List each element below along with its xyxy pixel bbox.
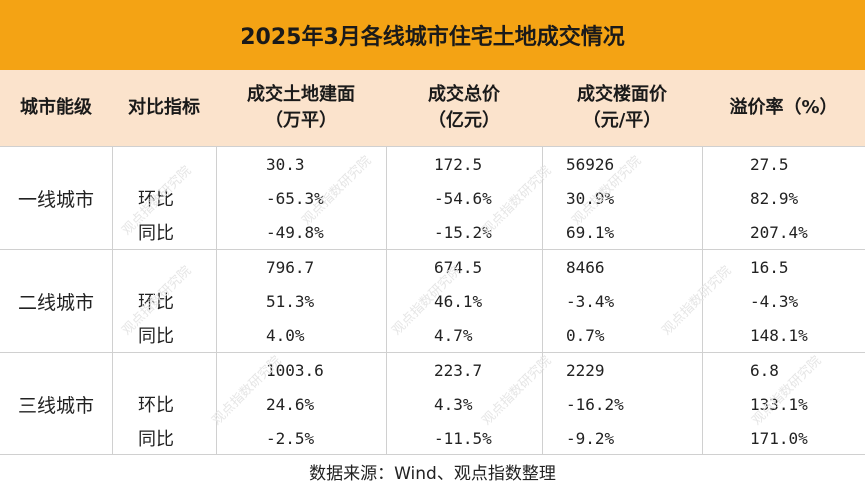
total-cell: -15.2% (434, 222, 492, 242)
header-price-line1: 成交楼面价 (577, 84, 667, 105)
city-level-label: 三线城市 (17, 394, 94, 417)
table-row: 同比 -49.8% -15.2% 69.1% 207.4% (112, 215, 865, 249)
city-group: 一线城市 30.3 172.5 56926 27.5 环比 -65.3% -54.6% 30.9… (0, 146, 865, 249)
table-row: 环比 24.6% 4.3% -16.2% 133.1% (112, 387, 865, 421)
header-price-line2: （元/平） (582, 110, 662, 131)
metric-cell: 同比 (138, 223, 174, 244)
premium-cell: 133.1% (750, 394, 808, 414)
header-metric: 对比指标 (128, 97, 200, 118)
source-note: 数据来源：Wind、观点指数整理 (0, 454, 865, 488)
metric-cell: 同比 (138, 326, 174, 347)
price-cell: 69.1% (566, 222, 615, 242)
area-cell: 796.7 (266, 257, 315, 277)
header-premium: 溢价率（%） (729, 97, 838, 118)
area-cell: 24.6% (266, 394, 315, 414)
area-cell: 51.3% (266, 291, 315, 311)
total-cell: 674.5 (434, 257, 483, 277)
area-cell: 4.0% (266, 325, 305, 345)
city-level-label: 二线城市 (17, 291, 94, 314)
table-row: 1003.6 223.7 2229 6.8 (112, 353, 865, 387)
metric-cell: 同比 (138, 429, 174, 450)
premium-cell: 171.0% (750, 428, 808, 448)
price-cell: 56926 (566, 154, 615, 174)
table-row: 796.7 674.5 8466 16.5 (112, 250, 865, 284)
table-row: 环比 -65.3% -54.6% 30.9% 82.9% (112, 181, 865, 215)
price-cell: -16.2% (566, 394, 624, 414)
table-row: 环比 51.3% 46.1% -3.4% -4.3% (112, 284, 865, 318)
price-cell: 30.9% (566, 188, 615, 208)
city-group: 二线城市 796.7 674.5 8466 16.5 环比 51.3% 46.1% -3.4% -… (0, 249, 865, 352)
total-cell: 46.1% (434, 291, 483, 311)
column-divider (542, 146, 543, 454)
header-total-line2: （亿元） (428, 110, 500, 131)
total-cell: -11.5% (434, 428, 492, 448)
total-cell: -54.6% (434, 188, 492, 208)
header-area-line1: 成交土地建面 (247, 84, 355, 105)
area-cell: 1003.6 (266, 360, 324, 380)
price-cell: 0.7% (566, 325, 605, 345)
area-cell: -49.8% (266, 222, 324, 242)
metric-cell (112, 250, 216, 284)
premium-cell: 148.1% (750, 325, 808, 345)
table-title: 2025年3月各线城市住宅土地成交情况 (0, 0, 865, 70)
premium-cell: 207.4% (750, 222, 808, 242)
metric-cell: 环比 (138, 189, 174, 210)
header-area: 成交土地建面 （万平） (216, 70, 386, 146)
table-header: 城市能级 对比指标 成交土地建面 （万平） 成交总价 （亿元） 成交楼面价 （元… (0, 70, 865, 146)
metric-cell: 环比 (138, 395, 174, 416)
area-cell: 30.3 (266, 154, 305, 174)
city-level-label: 一线城市 (17, 188, 94, 211)
header-price: 成交楼面价 （元/平） (542, 70, 702, 146)
total-cell: 223.7 (434, 360, 483, 380)
premium-cell: 27.5 (750, 154, 789, 174)
price-cell: 2229 (566, 360, 605, 380)
area-cell: -65.3% (266, 188, 324, 208)
premium-cell: -4.3% (750, 291, 799, 311)
premium-cell: 6.8 (750, 360, 779, 380)
header-total: 成交总价 （亿元） (386, 70, 542, 146)
total-cell: 4.3% (434, 394, 473, 414)
table-row: 同比 4.0% 4.7% 0.7% 148.1% (112, 318, 865, 352)
total-cell: 4.7% (434, 325, 473, 345)
premium-cell: 16.5 (750, 257, 789, 277)
header-total-line1: 成交总价 (428, 84, 500, 105)
price-cell: -9.2% (566, 428, 615, 448)
column-divider (386, 146, 387, 454)
metric-cell (112, 353, 216, 387)
city-group: 三线城市 1003.6 223.7 2229 6.8 环比 24.6% 4.3% -16.2% 1… (0, 352, 865, 455)
price-cell: -3.4% (566, 291, 615, 311)
metric-cell (112, 147, 216, 181)
total-cell: 172.5 (434, 154, 483, 174)
header-area-line2: （万平） (265, 110, 337, 131)
price-cell: 8466 (566, 257, 605, 277)
premium-cell: 82.9% (750, 188, 799, 208)
metric-cell: 环比 (138, 292, 174, 313)
column-divider (216, 146, 217, 454)
column-divider (112, 146, 113, 454)
header-city-level: 城市能级 (20, 97, 92, 118)
table-row: 同比 -2.5% -11.5% -9.2% 171.0% (112, 421, 865, 455)
table-row: 30.3 172.5 56926 27.5 (112, 147, 865, 181)
area-cell: -2.5% (266, 428, 315, 448)
column-divider (702, 146, 703, 454)
